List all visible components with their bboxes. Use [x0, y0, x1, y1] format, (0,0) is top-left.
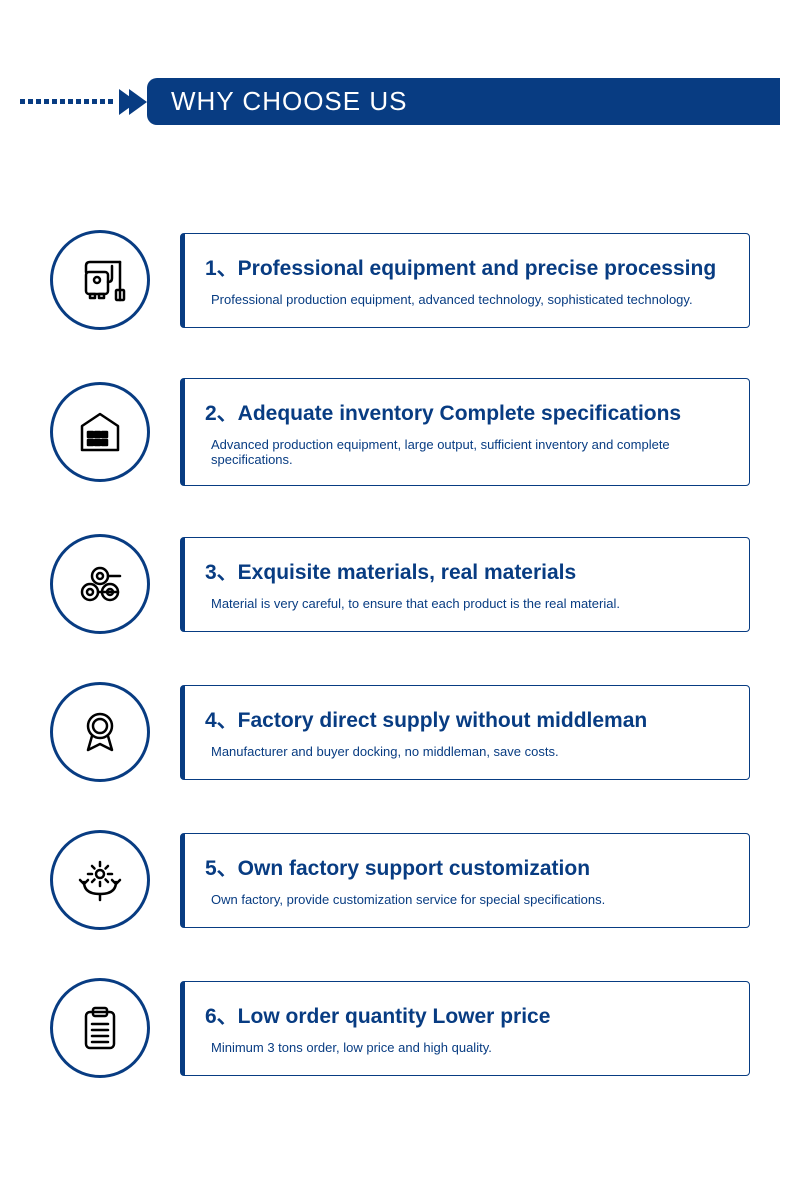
- customization-icon: [50, 830, 150, 930]
- warehouse-icon: [50, 382, 150, 482]
- equipment-icon: [50, 230, 150, 330]
- feature-item: 2、Adequate inventory Complete specificat…: [50, 378, 750, 486]
- arrow-decoration: [119, 89, 139, 115]
- feature-content-box: 2、Adequate inventory Complete specificat…: [180, 378, 750, 486]
- feature-content-box: 3、Exquisite materials, real materials Ma…: [180, 537, 750, 632]
- feature-content-box: 4、Factory direct supply without middlema…: [180, 685, 750, 780]
- feature-content-box: 5、Own factory support customization Own …: [180, 833, 750, 928]
- feature-description: Advanced production equipment, large out…: [205, 437, 729, 467]
- feature-title: 4、Factory direct supply without middlema…: [205, 704, 729, 734]
- feature-description: Minimum 3 tons order, low price and high…: [205, 1040, 729, 1055]
- feature-content-box: 1、Professional equipment and precise pro…: [180, 233, 750, 328]
- decorative-dots: [20, 99, 113, 104]
- feature-item: 6、Low order quantity Lower price Minimum…: [50, 978, 750, 1078]
- feature-item: 4、Factory direct supply without middlema…: [50, 682, 750, 782]
- feature-title: 1、Professional equipment and precise pro…: [205, 252, 729, 282]
- feature-description: Own factory, provide customization servi…: [205, 892, 729, 907]
- feature-title: 3、Exquisite materials, real materials: [205, 556, 729, 586]
- feature-title: 2、Adequate inventory Complete specificat…: [205, 397, 729, 427]
- feature-description: Professional production equipment, advan…: [205, 292, 729, 307]
- feature-title: 5、Own factory support customization: [205, 852, 729, 882]
- feature-item: 3、Exquisite materials, real materials Ma…: [50, 534, 750, 634]
- clipboard-icon: [50, 978, 150, 1078]
- feature-title: 6、Low order quantity Lower price: [205, 1000, 729, 1030]
- feature-content-box: 6、Low order quantity Lower price Minimum…: [180, 981, 750, 1076]
- header-banner: WHY CHOOSE US: [20, 78, 800, 125]
- feature-list: 1、Professional equipment and precise pro…: [0, 230, 800, 1078]
- feature-description: Manufacturer and buyer docking, no middl…: [205, 744, 729, 759]
- feature-description: Material is very careful, to ensure that…: [205, 596, 729, 611]
- award-icon: [50, 682, 150, 782]
- feature-item: 5、Own factory support customization Own …: [50, 830, 750, 930]
- materials-icon: [50, 534, 150, 634]
- feature-item: 1、Professional equipment and precise pro…: [50, 230, 750, 330]
- section-title: WHY CHOOSE US: [147, 78, 780, 125]
